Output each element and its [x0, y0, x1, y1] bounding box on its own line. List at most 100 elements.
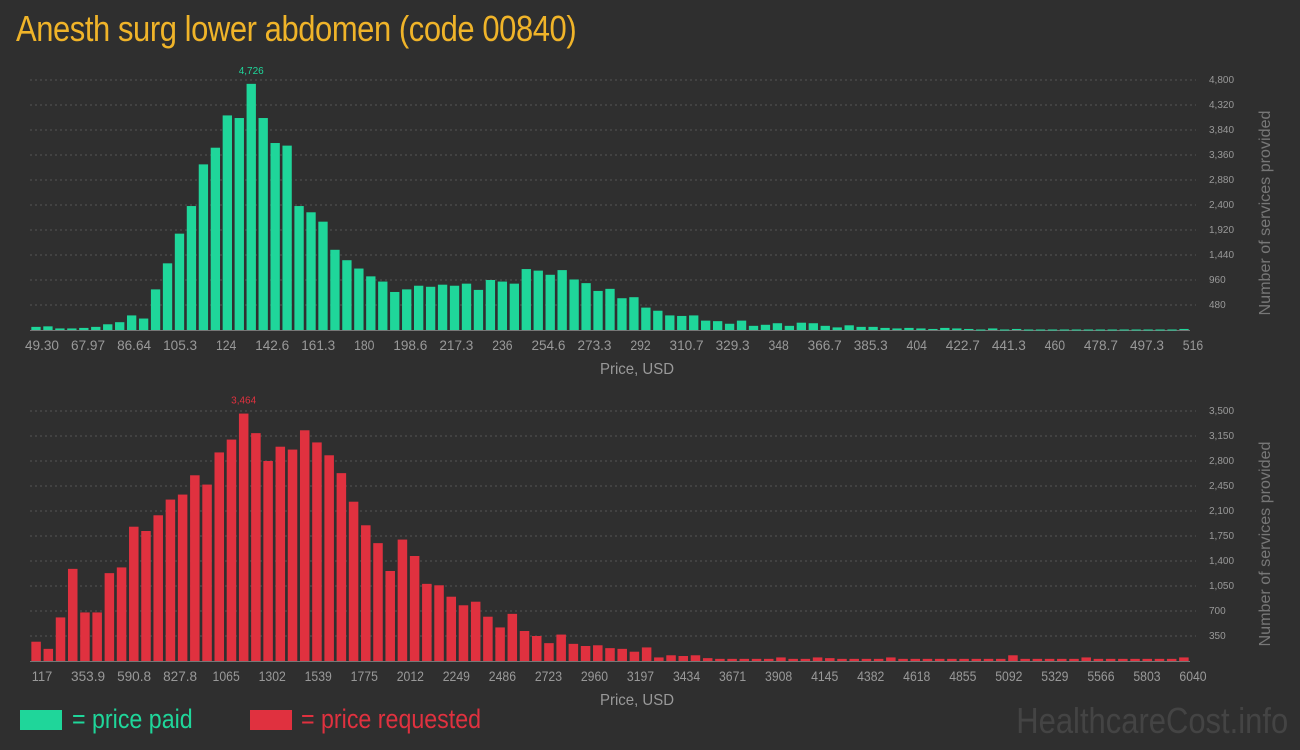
requested-bar — [556, 634, 566, 661]
paid-x-tick-label: 86.64 — [117, 337, 151, 353]
paid-bar — [976, 329, 986, 331]
paid-bar — [772, 323, 783, 330]
paid-bar — [449, 285, 460, 330]
paid-bar — [653, 310, 663, 330]
requested-y-tick-label: 2,800 — [1209, 456, 1234, 467]
requested-bar — [983, 658, 994, 661]
paid-bar — [748, 325, 759, 330]
requested-bar — [92, 612, 102, 661]
paid-bar — [115, 322, 125, 330]
legend-swatch-paid — [20, 710, 62, 730]
paid-bar — [509, 283, 519, 330]
paid-bar — [832, 327, 842, 330]
requested-y-tick-label: 1,400 — [1209, 556, 1234, 567]
paid-bar — [629, 297, 639, 330]
paid-bar — [952, 328, 962, 330]
paid-bar — [91, 326, 101, 330]
paid-y-tick-label: 4,800 — [1209, 75, 1234, 86]
requested-bar — [373, 543, 383, 661]
paid-bar — [294, 206, 304, 330]
requested-x-tick-label: 353.9 — [71, 668, 105, 684]
paid-bar — [246, 83, 256, 331]
paid-bar — [306, 212, 316, 330]
requested-y-tick-label: 700 — [1209, 606, 1226, 617]
paid-bar — [55, 328, 65, 330]
requested-bar — [361, 525, 371, 661]
paid-bar — [736, 320, 747, 330]
legend-label-paid: = price paid — [72, 704, 193, 734]
requested-bar — [263, 461, 273, 661]
requested-bar — [177, 494, 188, 661]
paid-x-tick-label: 180 — [354, 337, 375, 353]
requested-bar — [580, 646, 591, 661]
requested-bar — [104, 573, 115, 661]
paid-bar — [1047, 329, 1058, 331]
requested-bar — [531, 636, 542, 661]
requested-bar — [641, 647, 652, 661]
paid-bar — [1119, 329, 1129, 331]
requested-bar — [788, 658, 798, 661]
paid-y-tick-label: 1,440 — [1209, 250, 1234, 261]
paid-bar — [868, 326, 878, 330]
requested-x-axis-label: Price, USD — [600, 692, 674, 709]
paid-bar — [820, 325, 830, 330]
paid-bar — [186, 206, 197, 330]
requested-x-tick-label: 4145 — [811, 668, 838, 684]
paid-bar — [724, 323, 735, 330]
requested-y-tick-label: 2,450 — [1209, 481, 1234, 492]
requested-bar — [1008, 655, 1018, 661]
requested-x-tick-label: 5803 — [1133, 668, 1160, 684]
requested-bar — [678, 656, 689, 661]
legend-label-requested: = price requested — [301, 704, 482, 734]
paid-bar — [497, 281, 508, 330]
requested-bar — [226, 439, 237, 661]
paid-bar — [605, 288, 615, 330]
requested-bar — [116, 567, 127, 661]
requested-bar — [80, 612, 90, 661]
paid-bar — [43, 326, 53, 330]
requested-bar — [886, 657, 896, 661]
requested-bar — [458, 605, 469, 661]
paid-bar — [162, 263, 173, 330]
requested-bar — [470, 601, 481, 661]
paid-bar — [689, 315, 699, 330]
requested-bar — [739, 658, 750, 661]
requested-bar — [666, 655, 676, 661]
requested-bar — [495, 627, 505, 661]
requested-x-tick-label: 4618 — [903, 668, 930, 684]
paid-bar — [390, 291, 400, 330]
requested-bar — [837, 658, 847, 661]
requested-bar — [1093, 658, 1104, 661]
requested-bar — [67, 568, 78, 661]
requested-y-tick-label: 3,150 — [1209, 431, 1234, 442]
paid-bar — [402, 289, 412, 330]
paid-x-tick-label: 105.3 — [163, 337, 197, 353]
paid-bar — [485, 280, 496, 330]
paid-bar — [473, 289, 484, 330]
paid-bar — [569, 279, 579, 330]
requested-bar — [727, 658, 737, 661]
requested-bar — [995, 658, 1006, 661]
paid-bar — [354, 268, 364, 330]
paid-bar — [258, 118, 268, 330]
requested-bar — [409, 556, 420, 661]
requested-bar — [153, 515, 163, 661]
requested-bar — [1142, 658, 1153, 661]
requested-bar — [1130, 658, 1140, 661]
requested-x-tick-label: 827.8 — [163, 668, 197, 684]
requested-bar — [1020, 658, 1030, 661]
chart-title: Anesth surg lower abdomen (code 00840) — [16, 8, 577, 49]
requested-bar — [1118, 658, 1128, 661]
paid-bar — [964, 328, 974, 330]
requested-bar — [544, 643, 554, 661]
paid-bar — [796, 322, 807, 330]
paid-y-tick-label: 2,880 — [1209, 175, 1234, 186]
requested-bar — [446, 596, 457, 661]
requested-bar — [129, 526, 139, 661]
requested-x-tick-label: 4855 — [949, 668, 976, 684]
paid-x-axis-label: Price, USD — [600, 361, 674, 378]
paid-y-tick-label: 2,400 — [1209, 200, 1234, 211]
requested-bar — [715, 658, 725, 661]
requested-bar — [1057, 658, 1067, 661]
paid-x-tick-label: 254.6 — [531, 337, 565, 353]
